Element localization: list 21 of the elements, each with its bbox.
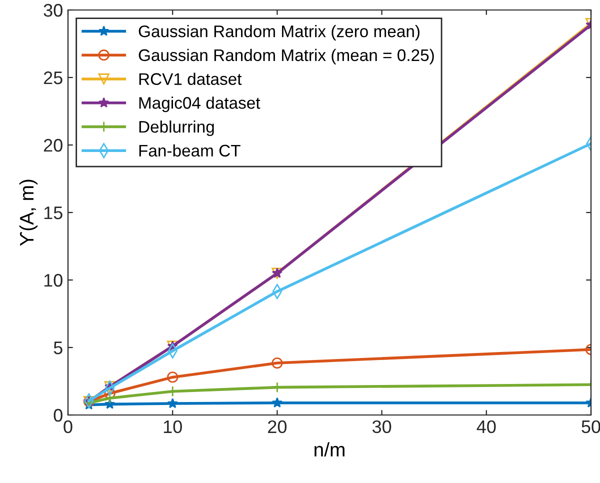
- legend-label: RCV1 dataset: [139, 72, 242, 85]
- legend-label: Magic04 dataset: [139, 96, 260, 112]
- y-axis-title: ϒ(A, m): [19, 180, 38, 246]
- y-tick-label: 0: [54, 408, 62, 422]
- legend-label: Deblurring: [139, 120, 214, 136]
- legend-label: Gaussian Random Matrix (zero mean): [138, 25, 420, 41]
- x-tick-label: 10: [164, 420, 182, 434]
- x-tick-label: 0: [64, 420, 72, 434]
- y-tick-label: 30: [44, 4, 62, 17]
- y-tick-label: 15: [44, 206, 62, 220]
- y-tick-label: 10: [44, 274, 62, 287]
- legend-label: Fan-beam CT: [139, 144, 240, 157]
- x-tick-label: 20: [268, 420, 287, 434]
- x-tick-label: 40: [476, 420, 496, 434]
- y-tick-label: 20: [44, 138, 62, 152]
- x-tick-label: 30: [372, 420, 392, 434]
- x-tick-label: 50: [582, 420, 600, 434]
- y-tick-label: 5: [54, 342, 62, 354]
- legend-label: Gaussian Random Matrix (mean = 0.25): [138, 48, 434, 64]
- x-axis-title: n/m: [314, 442, 344, 457]
- y-tick-label: 25: [44, 71, 62, 84]
